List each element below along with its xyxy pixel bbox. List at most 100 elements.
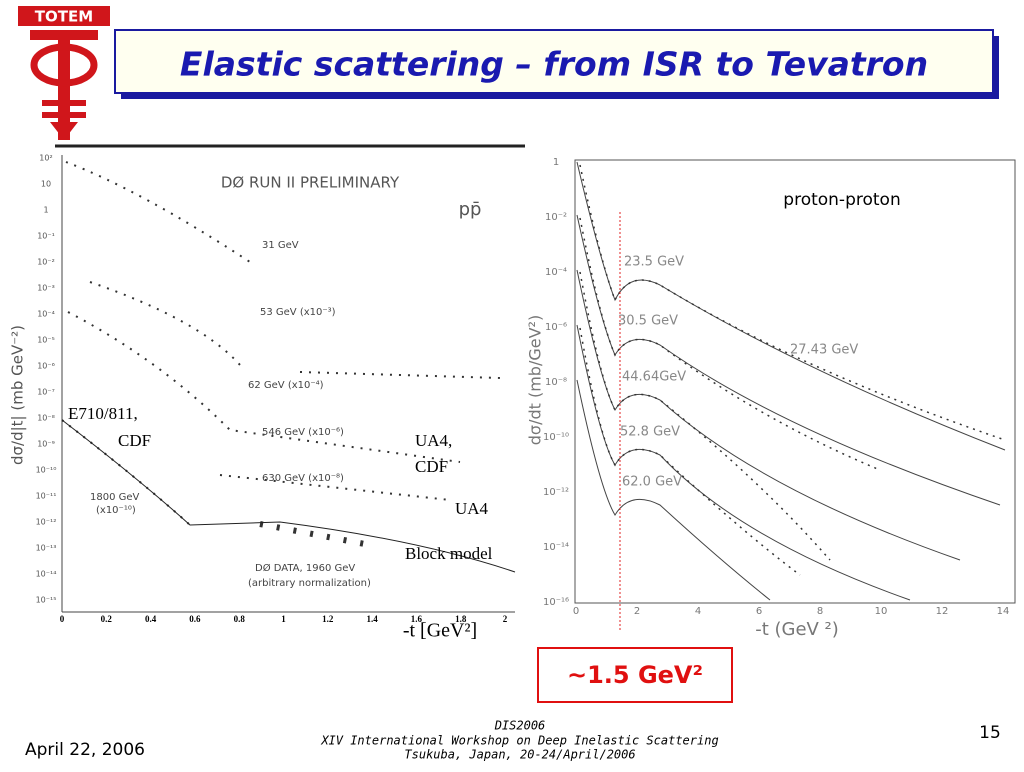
tick-label: 10⁻¹³ xyxy=(36,544,57,553)
tick-label: 12 xyxy=(936,606,949,617)
process-label: pp̄ xyxy=(459,199,482,220)
tick-label: 1.2 xyxy=(322,614,334,624)
callout-box xyxy=(537,647,733,703)
annotations: E710/811, CDF UA4, CDF UA4 Block model xyxy=(68,404,493,563)
annotation: UA4, xyxy=(415,431,452,450)
curve-label: 52.8 GeV xyxy=(620,425,680,440)
tick-label: 10⁻¹⁰ xyxy=(36,466,57,475)
callout: ~1.5 GeV² xyxy=(567,661,703,689)
tick-label: 10⁻⁵ xyxy=(37,336,55,345)
tick-labels: 0 0.2 0.4 0.6 0.8 1 1.2 1.4 1.6 1.8 2 xyxy=(60,614,508,624)
frame xyxy=(574,159,1016,604)
tick-label: 10 xyxy=(875,606,888,617)
tick-labels: 10² 10 1 10⁻¹ 10⁻² 10⁻³ 10⁻⁴ 10⁻⁵ 10⁻⁶ 10⁻⁷ 10⁻⁸ 10… xyxy=(36,154,57,605)
curve-label: 53 GeV (x10⁻³) xyxy=(260,307,336,318)
logo-banner xyxy=(18,6,110,26)
tick-label: 10⁻¹² xyxy=(543,487,569,498)
tick-label: 10⁻¹⁶ xyxy=(543,597,569,608)
footer-line: XIV International Workshop on Deep Inela… xyxy=(320,734,718,748)
tick-label: 10⁻² xyxy=(37,258,55,267)
tick-label: 0.2 xyxy=(101,614,113,624)
tick-label: 6 xyxy=(756,606,762,617)
plot-heading: proton-proton xyxy=(783,190,900,210)
curve-label: 630 GeV (x10⁻⁸) xyxy=(262,473,344,484)
tick-label: 10⁻¹² xyxy=(36,518,57,527)
title-box xyxy=(114,29,994,94)
data-points xyxy=(61,161,501,548)
model-curve xyxy=(61,419,516,573)
curve-label: (x10⁻¹⁰) xyxy=(96,505,136,516)
left-plot: DØ RUN II PRELIMINARY pp̄ dσ/d|t| (mb Ge… xyxy=(9,154,516,642)
footer-line: DIS2006 xyxy=(494,719,546,733)
tick-label: 10⁻¹ xyxy=(37,232,55,241)
tick-label: 10⁻⁴ xyxy=(545,267,567,278)
tick-label: 10⁻⁹ xyxy=(37,440,55,449)
logo-text: TOTEM xyxy=(35,8,93,26)
tick-label: 8 xyxy=(817,606,823,617)
x-axis-label: -t [GeV²] xyxy=(403,620,477,642)
annotation: CDF xyxy=(118,431,151,450)
annotation: CDF xyxy=(415,457,448,476)
tick-label: 10⁻¹⁵ xyxy=(36,596,57,605)
annotation: E710/811, xyxy=(68,404,138,423)
curve-label: 31 GeV xyxy=(262,240,299,251)
tick-label: 10⁻¹¹ xyxy=(36,492,57,501)
tick-labels: 1 10⁻² 10⁻⁴ 10⁻⁶ 10⁻⁸ 10⁻¹⁰ 10⁻¹² 10⁻¹⁴ 10⁻¹⁶ xyxy=(543,157,569,608)
x-axis-label: -t (GeV ²) xyxy=(755,619,839,640)
tick-label: 10⁻⁶ xyxy=(37,362,55,371)
curve-label: 1800 GeV xyxy=(90,492,140,503)
footer-date: April 22, 2006 xyxy=(25,740,145,760)
tick-label: 1 xyxy=(43,206,48,215)
page-number: 15 xyxy=(979,723,1001,743)
footer-line: Tsukuba, Japan, 20-24/April/2006 xyxy=(404,748,635,762)
y-axis-label: dσ/dt (mb/GeV²) xyxy=(526,315,545,445)
tick-label: 10⁻¹⁴ xyxy=(36,570,57,579)
tick-label: 2 xyxy=(503,614,508,624)
annotation: UA4 xyxy=(455,499,489,518)
title: Elastic scattering – from ISR to Tevatro… xyxy=(180,45,928,84)
footer-center: DIS2006 XIV International Workshop on De… xyxy=(320,719,718,762)
tick-label: 1.8 xyxy=(455,614,467,624)
tick-label: 10⁻¹⁴ xyxy=(543,542,569,553)
tick-label: 1 xyxy=(281,614,286,624)
tick-label: 10 xyxy=(41,180,51,189)
curve-label: 44.64GeV xyxy=(622,370,686,385)
plot-heading: DØ RUN II PRELIMINARY xyxy=(221,174,400,192)
tick-label: 2 xyxy=(634,606,640,617)
tick-label: 0.8 xyxy=(234,614,246,624)
tick-label: 14 xyxy=(997,606,1010,617)
tick-label: 10⁻⁸ xyxy=(545,377,567,388)
curve-label: 23.5 GeV xyxy=(624,255,684,270)
tick-label: 10⁻¹⁰ xyxy=(543,432,569,443)
tick-label: 1.4 xyxy=(366,614,378,624)
tick-label: 10⁻⁸ xyxy=(37,414,55,423)
curve-labels: 31 GeV 53 GeV (x10⁻³) 62 GeV (x10⁻⁴) 546… xyxy=(90,240,371,589)
y-axis-label: dσ/d|t| (mb GeV⁻²) xyxy=(9,325,27,465)
tick-label: 10⁻⁶ xyxy=(545,322,567,333)
tick-label: 0 xyxy=(60,614,65,624)
tick-label: 0.6 xyxy=(189,614,201,624)
tick-label: 10⁻⁴ xyxy=(37,310,55,319)
tick-label: 10⁻⁷ xyxy=(37,388,55,397)
tick-label: 0.4 xyxy=(145,614,157,624)
curve-label: 27.43 GeV xyxy=(790,343,858,358)
tick-label: 1 xyxy=(553,157,559,168)
annotation: Block model xyxy=(405,544,493,563)
tick-label: 10⁻² xyxy=(545,212,567,223)
curve-label: 62.0 GeV xyxy=(622,475,682,490)
data-points xyxy=(579,164,1006,576)
tick-label: 4 xyxy=(695,606,701,617)
logo-emblem xyxy=(30,30,98,140)
curve-label: (arbitrary normalization) xyxy=(248,578,371,589)
curve-label: 30.5 GeV xyxy=(618,314,678,329)
curve-labels: 23.5 GeV 30.5 GeV 44.64GeV 52.8 GeV 62.0… xyxy=(618,255,858,490)
tick-labels: 0 2 4 6 8 10 12 14 xyxy=(573,606,1010,617)
tick-label: 10² xyxy=(39,154,52,163)
tick-label: 1.6 xyxy=(411,614,423,624)
tick-label: 0 xyxy=(573,606,579,617)
curve-label: 546 GeV (x10⁻⁶) xyxy=(262,427,344,438)
tick-label: 10⁻³ xyxy=(37,284,55,293)
right-plot: proton-proton dσ/dt (mb/GeV²) -t (GeV ²)… xyxy=(526,157,1016,640)
